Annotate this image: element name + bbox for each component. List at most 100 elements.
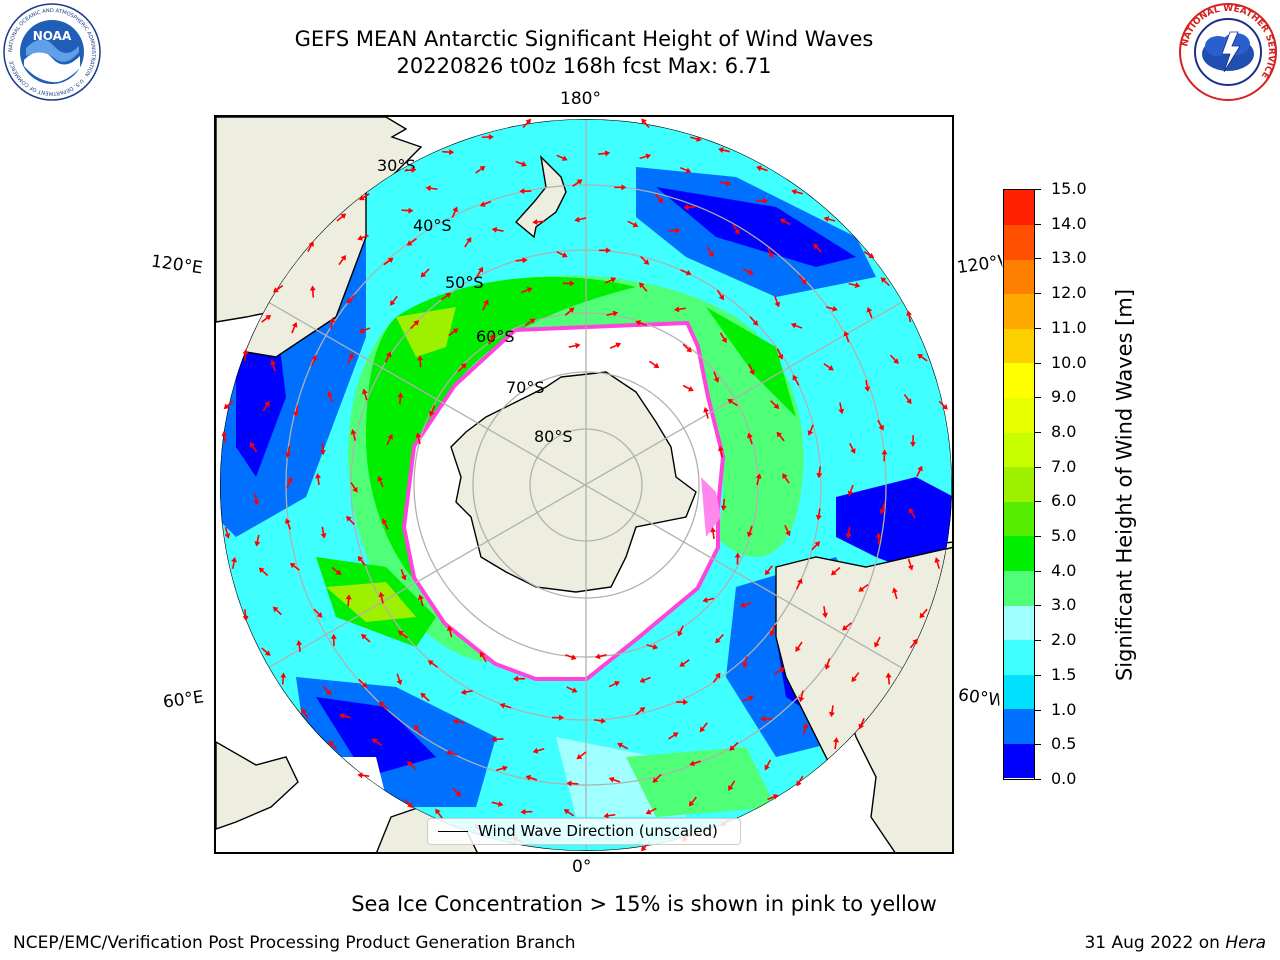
- wave-arrow-head: [632, 221, 639, 228]
- colorbar-band: [1004, 639, 1034, 675]
- wave-arrow-head: [828, 711, 835, 718]
- wave-arrow-head: [801, 278, 807, 285]
- colorbar-band: [1004, 293, 1034, 329]
- wave-arrow-head: [858, 586, 865, 592]
- wave-arrow-head: [715, 672, 721, 679]
- wave-arrow-head: [791, 189, 797, 195]
- wave-arrow-head: [845, 533, 852, 539]
- wave-arrow-head: [843, 330, 850, 337]
- lat-label-80: 80°S: [534, 427, 573, 446]
- colorbar-band: [1004, 501, 1034, 537]
- wave-arrow-head: [327, 391, 333, 397]
- wave-arrow-head: [413, 320, 420, 326]
- wave-arrow-head: [608, 776, 615, 783]
- wave-arrow-head: [489, 333, 495, 340]
- wave-arrow-head: [769, 630, 776, 637]
- wave-arrow-head: [816, 472, 823, 479]
- wave-arrow-head: [280, 672, 287, 678]
- wave-arrow-head: [371, 738, 378, 744]
- wave-arrow-head: [782, 473, 788, 479]
- wave-arrow-head: [824, 664, 831, 670]
- wave-arrow-head: [445, 292, 452, 299]
- colorbar-band: [1004, 224, 1034, 260]
- colorbar-tick-mark: [1035, 570, 1041, 572]
- wave-arrow-head: [420, 271, 427, 278]
- wave-arrow-head: [265, 314, 272, 321]
- polar-map: 30°S 40°S 50°S 60°S 70°S 80°S: [216, 117, 952, 852]
- wave-arrow-head: [479, 165, 486, 172]
- wave-arrow-head: [561, 155, 568, 161]
- wave-arrow-head: [768, 252, 774, 259]
- wave-arrow-head: [858, 723, 865, 730]
- footer-date: 31 Aug 2022 on Hera: [1084, 932, 1266, 954]
- wave-arrow-head: [653, 362, 660, 369]
- wave-arrow-head: [415, 432, 422, 438]
- wave-arrow-head: [296, 639, 303, 646]
- antarctica: [450, 371, 697, 593]
- wave-arrow-head: [605, 247, 611, 254]
- wave-arrow-head: [685, 269, 692, 276]
- wave-arrow-head: [378, 701, 385, 708]
- wave-arrow-head: [483, 299, 489, 306]
- colorbar-tick-mark: [1035, 536, 1041, 538]
- wave-arrow-head: [285, 518, 291, 524]
- wave-arrow-head: [223, 403, 230, 410]
- colorbar-band: [1004, 535, 1034, 571]
- wave-arrow-head: [764, 569, 771, 576]
- wave-arrow-head: [603, 812, 609, 819]
- wave-arrow-head: [446, 625, 453, 632]
- wave-arrow-head: [285, 452, 292, 458]
- wave-arrow-head: [779, 667, 785, 673]
- wave-arrow-head: [917, 353, 924, 360]
- wave-arrow-head: [221, 430, 228, 437]
- wave-arrow-head: [521, 161, 527, 167]
- wave-arrow-head: [815, 514, 822, 521]
- wave-arrow-head: [357, 234, 363, 241]
- wave-arrow-head: [499, 702, 506, 709]
- wave-arrow-head: [838, 408, 845, 415]
- wave-arrow-head: [721, 337, 727, 344]
- wave-arrow-head: [525, 118, 532, 125]
- wave-arrow-head: [315, 473, 322, 479]
- colorbar-tick-mark: [1035, 744, 1041, 746]
- colorbar-band: [1004, 743, 1034, 779]
- wave-arrow-head: [308, 241, 314, 247]
- wave-arrow-head: [328, 740, 334, 747]
- wave-arrow-head: [635, 320, 641, 326]
- wave-arrow-head: [906, 310, 912, 316]
- wave-arrow-head: [854, 282, 861, 289]
- colorbar-ticks: 0.0 0.5 1.0 1.5 2.0 3.0 4.0 5.0 6.0 7.0 8.0 9.0 10.0…: [1035, 179, 1095, 788]
- colorbar-tick-label: 11.0: [1051, 317, 1087, 337]
- wave-arrow-head: [764, 764, 770, 771]
- wave-arrow-head: [264, 400, 270, 407]
- colorbar-tick-mark: [1035, 327, 1041, 329]
- wave-arrow-head: [686, 346, 692, 353]
- wave-arrow-head: [519, 188, 525, 195]
- wave-arrow-head: [340, 254, 347, 261]
- wave-arrow-head: [340, 213, 347, 219]
- wave-arrow-head: [604, 150, 611, 157]
- wave-arrow-head: [287, 476, 293, 483]
- wave-arrow-head: [389, 299, 396, 306]
- wave-arrow-head: [407, 802, 413, 809]
- colorbar-band: [1004, 708, 1034, 744]
- wave-arrow-head: [435, 808, 441, 815]
- wave-arrow-head: [387, 257, 394, 264]
- wave-arrow-head: [688, 800, 695, 807]
- colorbar: [1003, 189, 1035, 780]
- wave-arrow-head: [529, 318, 536, 324]
- wave-arrow-head: [357, 555, 364, 562]
- wave-arrow-head: [418, 594, 424, 601]
- lon-label-180: 180°: [560, 89, 601, 109]
- wave-arrow-head: [875, 532, 882, 538]
- sea-ice-note-row: Sea Ice Concentration > 15% is shown in …: [0, 891, 1280, 917]
- wave-arrow-head: [832, 305, 838, 312]
- wave-arrow-head: [752, 319, 759, 326]
- wave-arrow-head: [777, 353, 784, 360]
- wave-arrow-head: [689, 760, 695, 767]
- wave-arrow-head: [600, 717, 607, 724]
- lat-label-50: 50°S: [445, 273, 484, 292]
- wave-arrow-head: [348, 352, 354, 359]
- wave-arrow-head: [696, 136, 702, 142]
- wave-arrow-head: [385, 351, 392, 358]
